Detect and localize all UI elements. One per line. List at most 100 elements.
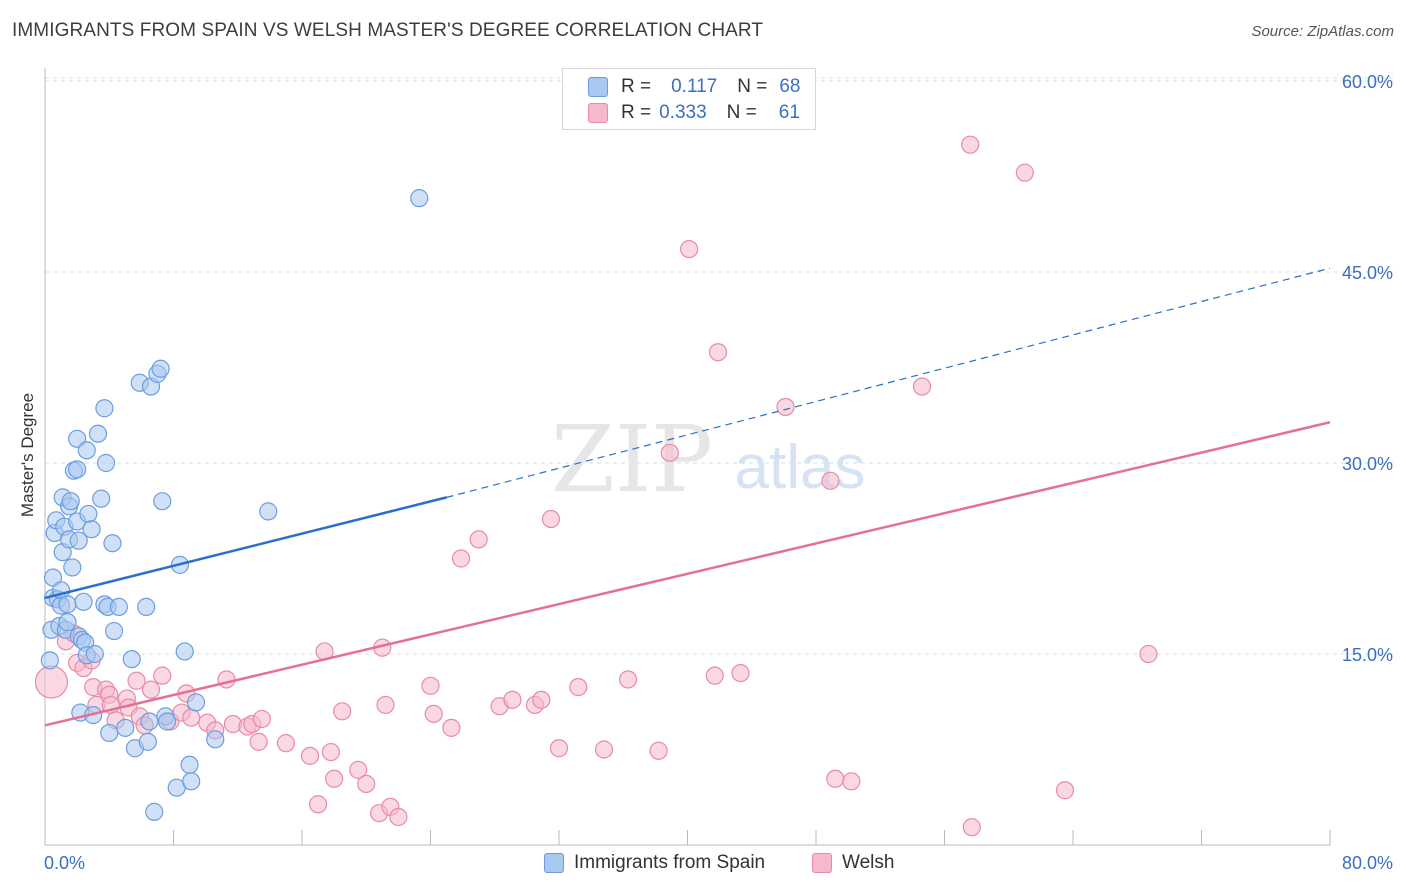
welsh-point [532,690,551,709]
spain-point [61,492,80,511]
spain-point [104,621,124,641]
welsh-point [826,769,845,788]
spain-point [79,504,98,524]
welsh-point [569,678,588,697]
welsh-point [912,377,932,396]
watermark-atlas: atlas [735,433,866,502]
legend-swatch-pink [812,853,832,873]
welsh-point [308,795,328,814]
welsh-point [708,343,728,362]
x-tick-labels: 0.0% 80.0% [44,853,1393,873]
bottom-legend: Immigrants from Spain Welsh [0,852,1406,878]
legend-label-welsh: Welsh [842,852,895,873]
welsh-point [503,690,522,709]
spain-point [77,441,96,460]
welsh-point [421,676,440,695]
legend-item-spain[interactable]: Immigrants from Spain [544,852,765,874]
legend-label-spain: Immigrants from Spain [574,852,766,873]
spain-point [116,718,135,737]
welsh-point [842,772,861,791]
welsh-point [276,734,296,753]
welsh-point [821,471,840,490]
welsh-point [325,769,344,788]
spain-point [74,592,93,611]
welsh-point [680,239,699,259]
welsh-point [961,135,980,154]
spain-point [259,502,278,521]
welsh-point [451,549,471,568]
welsh-point [541,509,561,529]
stats-row-blue: R = 0.117 N = 68 [588,74,801,100]
spain-point [137,597,156,616]
spain-point [95,399,114,418]
source-label: Source: ZipAtlas.com [1251,23,1394,40]
r-value: 0.117 [671,76,718,97]
spain-point [88,424,108,443]
trend-lines [44,267,1331,727]
spain-point [40,651,59,670]
y-tick-label: 45.0% [1342,263,1393,283]
welsh-point [962,818,981,837]
spain-point [58,613,77,632]
y-tick-label: 30.0% [1342,454,1393,474]
welsh-point [649,741,668,760]
y-tick-label: 60.0% [1342,72,1393,92]
stats-row-pink: R = 0.333 N = 61 [588,100,800,126]
spain-point [145,802,164,821]
spain-point [82,520,101,539]
welsh-point [252,709,271,729]
spain-point [138,732,157,751]
welsh-point [705,666,724,685]
n-value: 61 [778,102,800,123]
welsh-point [321,742,341,762]
welsh-point [141,680,161,699]
welsh-point [34,665,69,699]
legend-item-welsh[interactable]: Welsh [812,852,894,874]
welsh-point [594,740,614,759]
spain-point [103,534,122,553]
spain-points [40,189,429,821]
pink-swatch [588,103,608,123]
welsh-point [776,397,795,417]
n-value: 68 [779,76,801,97]
spain-point [96,453,116,473]
welsh-point [217,670,236,689]
r-label: R = [621,76,652,97]
stats-legend: R = 0.117 N = 68 R = 0.333 N = 61 [562,68,816,130]
axes [44,68,1331,846]
n-label: N = [726,102,757,123]
spain-point [157,712,177,731]
spain-point [206,730,225,749]
welsh-point [349,760,368,779]
spain-point [182,772,201,791]
y-tick-labels: 15.0% 30.0% 45.0% 60.0% [1342,72,1393,665]
spain-point [100,723,119,743]
spain-point [68,460,87,479]
x-tick-label-max: 80.0% [1342,853,1393,873]
welsh-point [469,530,488,549]
spain-trend-line [44,496,447,600]
welsh-point [127,671,146,690]
spain-point [122,649,141,669]
welsh-point [1055,781,1075,800]
spain-point [58,595,77,614]
spain-point [410,189,429,208]
spain-point [63,558,82,577]
welsh-point [153,666,172,685]
welsh-point [249,732,268,751]
welsh-point [660,443,679,462]
welsh-point [1015,163,1034,182]
chart-title: IMMIGRANTS FROM SPAIN VS WELSH MASTER'S … [12,20,764,41]
welsh-point [731,663,750,683]
welsh-point [442,718,461,737]
welsh-point [1139,644,1158,664]
spain-point [151,359,170,378]
spain-point [85,644,104,664]
r-label: R = [621,102,652,123]
welsh-point [300,746,320,765]
welsh-trend-line [44,421,1331,727]
n-label: N = [737,76,768,97]
welsh-points [34,135,1158,837]
spain-point [69,531,88,550]
